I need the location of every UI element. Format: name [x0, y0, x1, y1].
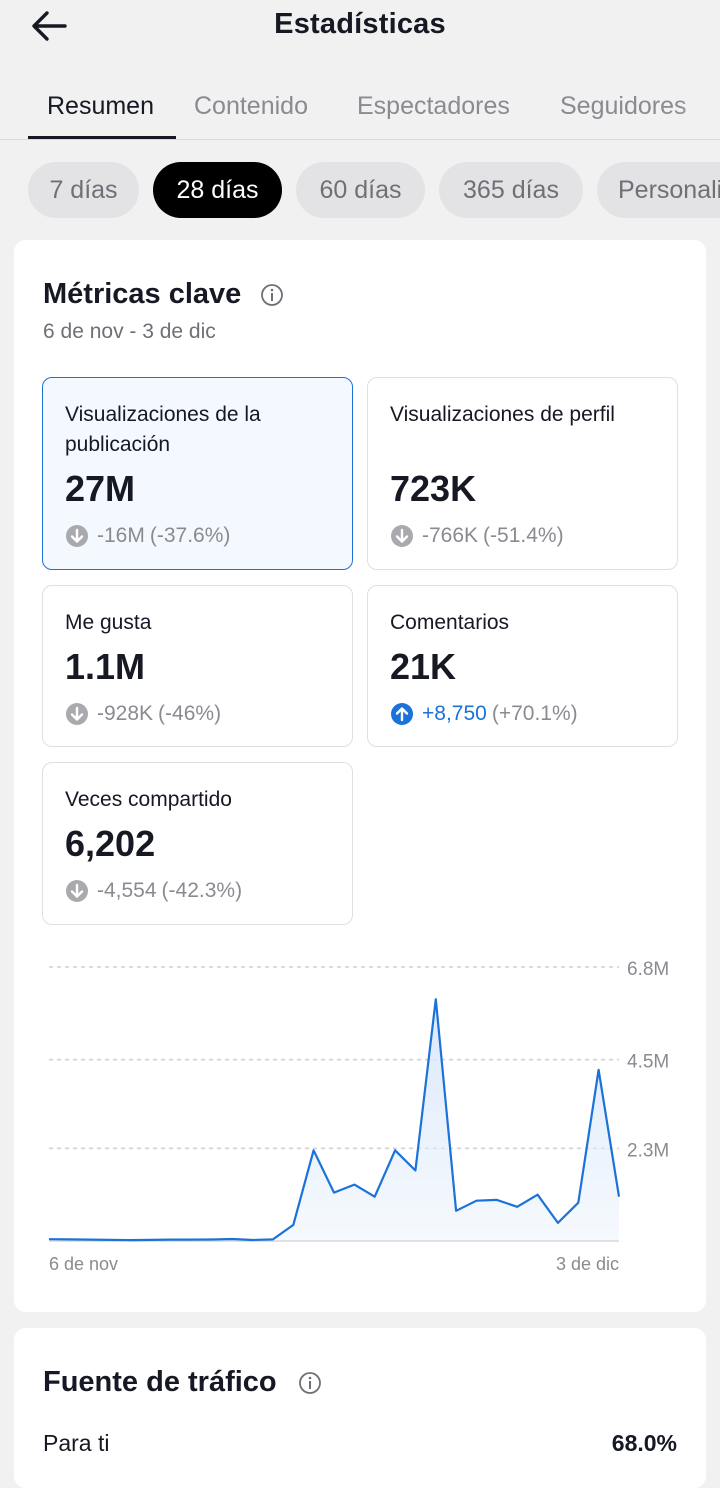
metric-change-value: -16M: [97, 524, 145, 547]
metric-post-views[interactable]: Visualizaciones de la publicación 27M -1…: [42, 377, 353, 570]
tab-espectadores[interactable]: Espectadores: [357, 92, 510, 120]
info-icon[interactable]: [260, 283, 284, 307]
metric-value: 27M: [65, 468, 136, 509]
date-range: 6 de nov - 3 de dic: [43, 320, 216, 343]
tab-seguidores[interactable]: Seguidores: [560, 92, 687, 120]
arrow-up-circle-icon: [391, 703, 413, 725]
top-bar: Estadísticas: [0, 0, 720, 70]
tabs-fade: [680, 70, 720, 139]
metric-value: 723K: [390, 468, 477, 509]
metric-label: Me gusta: [65, 611, 152, 634]
chip-365-dias[interactable]: 365 días: [439, 162, 583, 218]
metric-profile-views[interactable]: Visualizaciones de perfil 723K -766K (-5…: [367, 377, 678, 570]
arrow-down-circle-icon: [66, 880, 88, 902]
chip-28-dias[interactable]: 28 días: [153, 162, 282, 218]
y-tick-label: 6.8M: [627, 959, 669, 980]
arrow-left-icon: [32, 11, 67, 41]
metric-shares[interactable]: Veces compartido 6,202 -4,554 (-42.3%): [42, 762, 353, 925]
metric-value: 21K: [390, 646, 457, 687]
metric-label: Comentarios: [390, 611, 510, 634]
metric-change-value: -766K: [422, 524, 479, 547]
metric-comments[interactable]: Comentarios 21K +8,750 (+70.1%): [367, 585, 678, 747]
line-chart: 2.3M 4.5M 6.8M 6 de nov 3 de dic: [48, 959, 669, 1274]
metric-change: -928K (-46%): [65, 702, 221, 726]
chip-60-dias[interactable]: 60 días: [296, 162, 425, 218]
metric-change-pct: (-51.4%): [483, 524, 564, 547]
metric-change-pct: (-37.6%): [149, 524, 231, 547]
metric-label: Visualizaciones de la publicación: [65, 403, 261, 456]
area-fill: [49, 999, 619, 1241]
metric-change: -4,554 (-42.3%): [65, 879, 242, 903]
y-tick-label: 2.3M: [627, 1140, 669, 1161]
info-icon[interactable]: [298, 1371, 322, 1395]
metric-change-pct: (-42.3%): [161, 879, 243, 902]
page-title: Estadísticas: [274, 8, 446, 40]
traffic-source-title: Fuente de tráfico: [43, 1366, 277, 1398]
period-selector: 7 días 28 días 60 días 365 días Personal…: [0, 140, 720, 240]
metric-change: -766K (-51.4%): [390, 524, 564, 548]
arrow-down-circle-icon: [66, 525, 88, 547]
metric-change-value: +8,750: [422, 702, 487, 725]
traffic-row: Para ti 68.0%: [43, 1430, 677, 1457]
metric-label: Veces compartido: [65, 788, 232, 811]
metric-change-value: -928K: [97, 702, 154, 725]
chip-personalizado[interactable]: Personalizado: [597, 162, 720, 218]
x-tick-label-start: 6 de nov: [49, 1254, 118, 1274]
series-line: [48, 998, 621, 1242]
metric-change-value: -4,554: [97, 879, 157, 902]
traffic-label: Para ti: [43, 1430, 110, 1456]
arrow-down-circle-icon: [391, 525, 413, 547]
metric-change: -16M (-37.6%): [65, 524, 230, 548]
x-tick-label-end: 3 de dic: [556, 1254, 619, 1274]
tab-bar: Resumen Contenido Espectadores Seguidore…: [0, 70, 720, 140]
traffic-value: 68.0%: [611, 1430, 677, 1456]
key-metrics-title: Métricas clave: [43, 278, 242, 310]
metric-value: 6,202: [65, 823, 156, 864]
metric-change-pct: (+70.1%): [491, 702, 578, 725]
tab-contenido[interactable]: Contenido: [194, 92, 308, 120]
chip-7-dias[interactable]: 7 días: [28, 162, 139, 218]
y-tick-label: 4.5M: [627, 1052, 669, 1073]
tab-resumen[interactable]: Resumen: [47, 92, 154, 120]
traffic-source-card: Fuente de tráfico Para ti 68.0%: [14, 1328, 706, 1488]
post-views-chart: 2.3M 4.5M 6.8M 6 de nov 3 de dic: [14, 940, 706, 1300]
key-metrics-card: Métricas clave 6 de nov - 3 de dic Visua…: [14, 240, 706, 1312]
metric-likes[interactable]: Me gusta 1.1M -928K (-46%): [42, 585, 353, 747]
metric-value: 1.1M: [65, 646, 146, 687]
active-tab-indicator: [28, 136, 176, 139]
arrow-down-circle-icon: [66, 703, 88, 725]
metric-change: +8,750 (+70.1%): [390, 702, 578, 726]
back-button[interactable]: [26, 6, 72, 46]
metric-change-pct: (-46%): [158, 702, 222, 725]
metric-label: Visualizaciones de perfil: [390, 403, 615, 426]
